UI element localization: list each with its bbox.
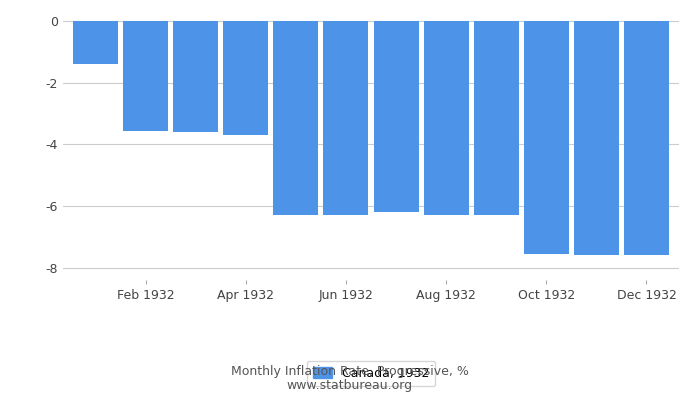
Bar bbox=[223, 21, 268, 135]
Bar bbox=[374, 21, 419, 212]
Bar bbox=[574, 21, 619, 255]
Bar bbox=[424, 21, 469, 215]
Bar bbox=[474, 21, 519, 215]
Bar bbox=[123, 21, 168, 130]
Bar bbox=[524, 21, 569, 254]
Bar bbox=[624, 21, 669, 255]
Text: Monthly Inflation Rate, Progressive, %: Monthly Inflation Rate, Progressive, % bbox=[231, 366, 469, 378]
Bar bbox=[173, 21, 218, 132]
Text: www.statbureau.org: www.statbureau.org bbox=[287, 380, 413, 392]
Bar bbox=[273, 21, 318, 215]
Bar bbox=[73, 21, 118, 64]
Bar bbox=[323, 21, 368, 215]
Legend: Canada, 1932: Canada, 1932 bbox=[307, 361, 435, 386]
